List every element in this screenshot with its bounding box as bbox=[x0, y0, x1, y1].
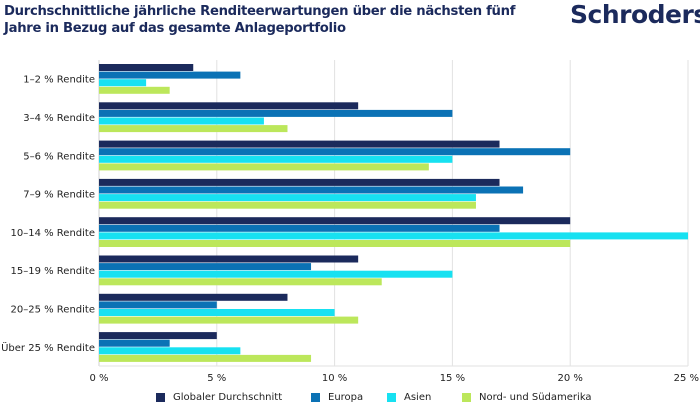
bar bbox=[99, 148, 571, 156]
legend-item: Nord- und Südamerika bbox=[462, 392, 592, 403]
category-label: 1–2 % Rendite bbox=[23, 75, 95, 86]
legend-swatch bbox=[462, 393, 471, 402]
bar bbox=[99, 71, 241, 79]
legend-label: Asien bbox=[404, 392, 432, 403]
legend-item: Globaler Durchschnitt bbox=[156, 392, 282, 403]
legend-swatch bbox=[311, 393, 320, 402]
bar bbox=[99, 240, 571, 247]
x-tick-label: 20 % bbox=[557, 373, 582, 384]
bar bbox=[99, 155, 453, 163]
bar bbox=[99, 140, 500, 148]
legend-swatch bbox=[156, 393, 165, 402]
bar bbox=[99, 64, 194, 71]
category-label: 20–25 % Rendite bbox=[11, 305, 96, 316]
x-tick-label: 0 % bbox=[89, 373, 108, 384]
bar bbox=[99, 109, 453, 117]
bar bbox=[99, 217, 571, 225]
chart-title: Durchschnittliche jährliche Renditeerwar… bbox=[4, 4, 516, 36]
legend-swatch bbox=[387, 393, 396, 402]
bar bbox=[99, 278, 382, 286]
bar bbox=[99, 339, 170, 347]
legend-label: Globaler Durchschnitt bbox=[173, 392, 283, 403]
category-label: 3–4 % Rendite bbox=[23, 113, 95, 124]
legend-item: Europa bbox=[311, 392, 363, 403]
bar bbox=[99, 86, 170, 94]
bar bbox=[99, 232, 688, 240]
x-tick-label: 5 % bbox=[207, 373, 226, 384]
bar bbox=[99, 316, 359, 324]
category-label: 10–14 % Rendite bbox=[11, 228, 96, 239]
bar bbox=[99, 163, 429, 171]
category-label: 5–6 % Rendite bbox=[23, 151, 95, 162]
bar bbox=[99, 263, 312, 271]
bar bbox=[99, 194, 476, 202]
bar bbox=[99, 178, 500, 186]
bar bbox=[99, 332, 217, 340]
category-label: 15–19 % Rendite bbox=[11, 266, 96, 277]
bar bbox=[99, 117, 264, 125]
chart-legend: Globaler Durchschnitt Europa Asien Nord- un… bbox=[0, 392, 700, 406]
bar bbox=[99, 270, 453, 278]
bar bbox=[99, 309, 335, 316]
bar bbox=[99, 102, 359, 110]
bar bbox=[99, 224, 500, 232]
schroders-logo: Schroders bbox=[570, 0, 700, 29]
legend-label: Nord- und Südamerika bbox=[479, 392, 592, 403]
category-label: 7–9 % Rendite bbox=[23, 190, 95, 201]
bar bbox=[99, 79, 147, 87]
bar bbox=[99, 301, 217, 309]
bar bbox=[99, 255, 359, 263]
bar bbox=[99, 186, 524, 194]
legend-label: Europa bbox=[328, 392, 364, 403]
category-label: Über 25 % Rendite bbox=[1, 341, 95, 354]
bar bbox=[99, 347, 241, 355]
bar bbox=[99, 125, 288, 133]
x-tick-label: 25 % bbox=[674, 373, 699, 384]
bar bbox=[99, 201, 476, 209]
x-tick-label: 10 % bbox=[322, 373, 347, 384]
bar bbox=[99, 354, 312, 362]
legend-item: Asien bbox=[387, 392, 431, 403]
x-tick-label: 15 % bbox=[440, 373, 465, 384]
bar bbox=[99, 293, 288, 301]
